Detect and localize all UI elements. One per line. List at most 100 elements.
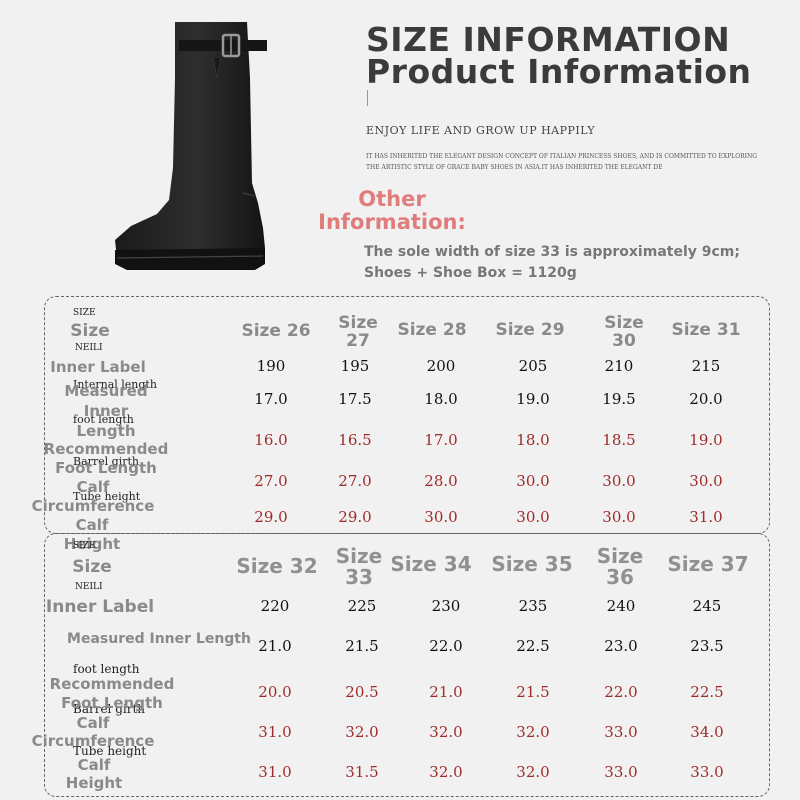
small-label-neili: NEILI <box>75 582 103 592</box>
measured-inner-length-value: 20.0 <box>689 390 723 408</box>
inner-label-value: 235 <box>518 597 548 615</box>
calf-circumference-value: 32.0 <box>345 723 379 741</box>
measured-inner-length-value: 23.0 <box>604 637 638 655</box>
measured-inner-length-value: 17.5 <box>338 390 372 408</box>
measured-inner-length-value: 17.0 <box>254 390 288 408</box>
recommended-foot-length-value: 21.0 <box>429 683 463 701</box>
small-label-internal-length: Internal length <box>73 378 157 391</box>
recommended-foot-length-value: 19.0 <box>689 431 723 449</box>
row-label-inner-label: Inner Label <box>50 358 146 376</box>
size-header: Size 26 <box>241 321 311 341</box>
calf-height-value: 31.0 <box>689 508 723 526</box>
calf-circumference-value: 27.0 <box>338 472 372 490</box>
size-header: Size 35 <box>491 552 573 576</box>
calf-height-value: 32.0 <box>516 763 550 781</box>
small-label-neili: NEILI <box>75 343 103 353</box>
small-label-tube-height: Tube height <box>73 490 141 503</box>
inner-label-value: 215 <box>691 357 721 375</box>
measured-inner-length-value: 23.5 <box>690 637 724 655</box>
calf-height-value: 29.0 <box>254 508 288 526</box>
recommended-foot-length-value: 17.0 <box>424 431 458 449</box>
sole-width-note: The sole width of size 33 is approximate… <box>364 244 740 260</box>
calf-height-value: 32.0 <box>429 763 463 781</box>
small-label-foot-length: foot length <box>73 413 134 426</box>
size-header: Size 33 <box>335 544 383 589</box>
calf-height-value: 30.0 <box>602 508 636 526</box>
row-label-calf-height: Calf Height <box>65 756 123 792</box>
inner-label-value: 245 <box>692 597 722 615</box>
calf-circumference-value: 33.0 <box>604 723 638 741</box>
calf-circumference-value: 30.0 <box>689 472 723 490</box>
size-header: Size 36 <box>596 544 644 589</box>
other-info-heading: Other Information: <box>318 188 466 234</box>
recommended-foot-length-value: 22.0 <box>604 683 638 701</box>
recommended-foot-length-value: 20.5 <box>345 683 379 701</box>
size-table-2 <box>44 533 770 797</box>
row-label-measured-inner-length: Measured Inner Length <box>64 382 148 440</box>
inner-label-value: 220 <box>260 597 290 615</box>
size-header: Size 30 <box>604 313 644 351</box>
recommended-foot-length-value: 21.5 <box>516 683 550 701</box>
boot-product-image <box>115 22 267 270</box>
row-label-measured-inner-length: Measured Inner Length <box>67 631 251 647</box>
calf-circumference-value: 27.0 <box>254 472 288 490</box>
row-label-size: Size <box>72 557 112 577</box>
calf-height-value: 33.0 <box>690 763 724 781</box>
calf-circumference-value: 30.0 <box>602 472 636 490</box>
recommended-foot-length-value: 16.5 <box>338 431 372 449</box>
recommended-foot-length-value: 20.0 <box>258 683 292 701</box>
calf-circumference-value: 28.0 <box>424 472 458 490</box>
measured-inner-length-value: 22.5 <box>516 637 550 655</box>
calf-height-value: 30.0 <box>516 508 550 526</box>
row-label-recommended-foot-length: Recommended Foot Length <box>49 675 175 712</box>
divider <box>367 90 368 106</box>
size-header: Size 32 <box>236 554 318 578</box>
row-label-size: Size <box>70 321 110 341</box>
size-header: Size 37 <box>667 552 749 576</box>
inner-label-value: 190 <box>256 357 286 375</box>
inner-label-value: 205 <box>518 357 548 375</box>
size-header: Size 28 <box>397 320 467 340</box>
calf-height-value: 31.5 <box>345 763 379 781</box>
page-subtitle: Product Information <box>366 52 752 91</box>
inner-label-value: 195 <box>340 357 370 375</box>
inner-label-value: 210 <box>604 357 634 375</box>
row-label-calf-circumference: Calf Circumference <box>31 478 155 515</box>
row-label-calf-circumference: Calf Circumference <box>31 714 155 750</box>
recommended-foot-length-value: 18.5 <box>602 431 636 449</box>
small-label-tube-height: Tube height <box>73 744 147 758</box>
other-info-heading-line1: Other <box>358 187 426 211</box>
small-label-barrel-girth: Barrel girth <box>73 455 140 468</box>
calf-circumference-value: 34.0 <box>690 723 724 741</box>
size-header: Size 27 <box>338 313 378 351</box>
measured-inner-length-value: 21.5 <box>345 637 379 655</box>
inner-label-value: 230 <box>431 597 461 615</box>
calf-circumference-value: 30.0 <box>516 472 550 490</box>
row-label-recommended-foot-length: Recommended Foot Length <box>43 440 169 477</box>
row-label-calf-height: Calf Height <box>63 516 121 553</box>
measured-inner-length-value: 18.0 <box>424 390 458 408</box>
size-header: Size 34 <box>390 552 472 576</box>
measured-inner-length-value: 22.0 <box>429 637 463 655</box>
measured-inner-length-value: 21.0 <box>258 637 292 655</box>
inner-label-value: 225 <box>347 597 377 615</box>
inner-label-value: 200 <box>426 357 456 375</box>
calf-circumference-value: 32.0 <box>429 723 463 741</box>
recommended-foot-length-value: 22.5 <box>690 683 724 701</box>
small-label-size: SIZE <box>73 308 96 318</box>
calf-height-value: 29.0 <box>338 508 372 526</box>
measured-inner-length-value: 19.0 <box>516 390 550 408</box>
calf-circumference-value: 31.0 <box>258 723 292 741</box>
calf-height-value: 31.0 <box>258 763 292 781</box>
inner-label-value: 240 <box>606 597 636 615</box>
calf-circumference-value: 32.0 <box>516 723 550 741</box>
size-header: Size 31 <box>671 320 741 340</box>
weight-note: Shoes + Shoe Box = 1120g <box>364 265 577 281</box>
small-label-size: SIZE <box>73 541 96 551</box>
measured-inner-length-value: 19.5 <box>602 390 636 408</box>
row-label-inner-label: Inner Label <box>45 597 155 617</box>
calf-height-value: 33.0 <box>604 763 638 781</box>
slogan: ENJOY LIFE AND GROW UP HAPPILY <box>366 124 596 137</box>
small-label-barrel-girth: Barrel girth <box>73 702 146 716</box>
page-title: SIZE INFORMATION <box>366 20 731 59</box>
